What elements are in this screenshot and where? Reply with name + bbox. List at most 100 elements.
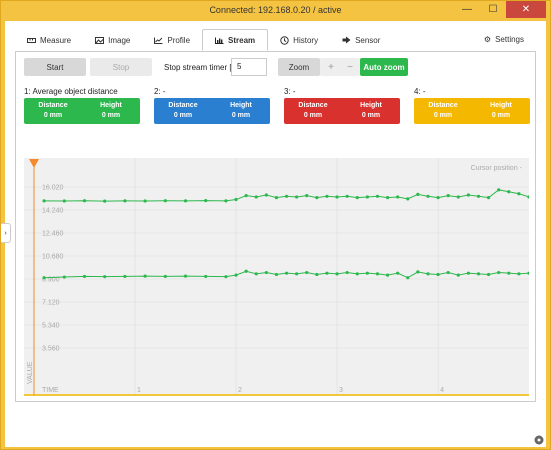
height-label: Height	[230, 102, 252, 109]
data-point	[42, 276, 46, 280]
data-point	[284, 194, 289, 198]
auto-zoom-button[interactable]: Auto zoom	[360, 58, 408, 76]
data-point	[345, 270, 349, 275]
tab-image[interactable]: Image	[83, 29, 142, 51]
data-point	[143, 199, 147, 203]
ruler-icon	[27, 37, 36, 43]
y-tick-label: 12.460	[42, 231, 64, 238]
distance-value: 0 mm	[433, 112, 453, 119]
zoom-out-button[interactable]: −	[340, 58, 360, 76]
height-label: Height	[490, 102, 512, 109]
data-point	[254, 195, 258, 199]
data-point	[385, 273, 390, 277]
settings-label: Settings	[495, 35, 524, 44]
data-point	[224, 199, 228, 203]
resize-grip[interactable]	[534, 435, 544, 445]
data-point	[396, 271, 400, 275]
y-tick-label: 16.020	[42, 185, 64, 192]
start-button[interactable]: Start	[24, 58, 86, 76]
tab-profile[interactable]: Profile	[142, 29, 202, 51]
stop-timer-label: Stop stream timer [s]	[164, 63, 238, 72]
data-point	[103, 275, 107, 279]
data-point	[355, 195, 359, 200]
data-point	[456, 273, 460, 277]
stop-timer-input[interactable]: 5	[231, 58, 267, 76]
tab-history[interactable]: History	[268, 29, 330, 51]
gear-icon: ⚙	[483, 35, 492, 44]
data-point	[466, 193, 470, 197]
height-value: 0 mm	[101, 112, 121, 119]
data-point	[527, 195, 529, 199]
height-value: 0 mm	[361, 112, 381, 119]
channel-3-title: 3: -	[284, 87, 296, 96]
close-button[interactable]: ✕	[506, 1, 546, 18]
data-point	[274, 195, 279, 200]
data-point	[264, 193, 268, 197]
data-point	[355, 272, 359, 276]
data-point	[406, 276, 410, 280]
y-axis-title: VALUE	[27, 361, 34, 384]
data-point	[527, 271, 529, 275]
zoom-in-button[interactable]: +	[320, 58, 342, 76]
data-point	[416, 270, 420, 274]
profile-chart-icon	[154, 37, 163, 44]
data-point	[244, 269, 248, 273]
side-panel-toggle[interactable]: ›	[1, 223, 11, 243]
distance-label: Distance	[168, 102, 198, 109]
data-point	[325, 271, 329, 275]
data-point	[365, 195, 369, 199]
data-point	[507, 271, 511, 275]
distance-label: Distance	[428, 102, 458, 109]
stop-button[interactable]: Stop	[90, 58, 152, 76]
data-point	[436, 195, 440, 200]
data-point	[446, 194, 450, 198]
data-point	[345, 194, 349, 198]
client-area: Measure Image Profile Stream History Sen…	[5, 21, 546, 447]
channel-4-card: Distance Height 0 mm 0 mm	[414, 98, 530, 124]
data-point	[517, 272, 521, 276]
data-point	[396, 195, 400, 199]
settings-button[interactable]: ⚙ Settings	[484, 35, 524, 44]
distance-label: Distance	[298, 102, 328, 109]
data-point	[123, 274, 127, 279]
zoom-button[interactable]: Zoom	[278, 58, 320, 76]
tab-measure[interactable]: Measure	[15, 29, 83, 51]
tab-label: Measure	[40, 35, 72, 45]
cursor-marker[interactable]	[29, 159, 39, 168]
tab-stream[interactable]: Stream	[202, 29, 269, 51]
data-point	[507, 190, 511, 194]
height-value: 0 mm	[491, 112, 511, 119]
maximize-button[interactable]: ☐	[488, 4, 498, 15]
data-point	[517, 192, 521, 196]
channel-1-card: Distance Height 0 mm 0 mm	[24, 98, 140, 124]
data-point	[204, 198, 208, 203]
data-point	[325, 194, 329, 198]
data-point	[385, 195, 390, 200]
height-value: 0 mm	[231, 112, 251, 119]
x-tick-label: 1	[137, 387, 141, 394]
data-point	[406, 197, 410, 201]
data-point	[466, 271, 470, 275]
x-tick-label: 4	[440, 387, 444, 394]
tab-sensor[interactable]: Sensor	[330, 29, 392, 51]
data-point	[335, 195, 339, 199]
distance-value: 0 mm	[43, 112, 63, 119]
data-point	[305, 270, 309, 275]
data-point	[82, 199, 87, 203]
data-point	[315, 195, 319, 200]
stream-panel: Start Stop Stop stream timer [s] 5 Zoom …	[15, 52, 536, 402]
data-point	[82, 274, 87, 279]
x-tick-label: 2	[238, 387, 242, 394]
data-point	[375, 194, 380, 198]
data-point	[315, 272, 319, 277]
minimize-button[interactable]: —	[462, 4, 472, 15]
data-point	[295, 272, 299, 276]
distance-value: 0 mm	[173, 112, 193, 119]
data-point	[264, 270, 268, 275]
image-icon	[95, 36, 105, 44]
tab-bar: Measure Image Profile Stream History Sen…	[15, 29, 392, 51]
y-tick-label: 5.340	[42, 323, 60, 330]
data-point	[335, 272, 339, 276]
stream-chart[interactable]: 16.020 14.240 12.460 10.680 8.900 7.120 5.340 3…	[24, 158, 529, 396]
